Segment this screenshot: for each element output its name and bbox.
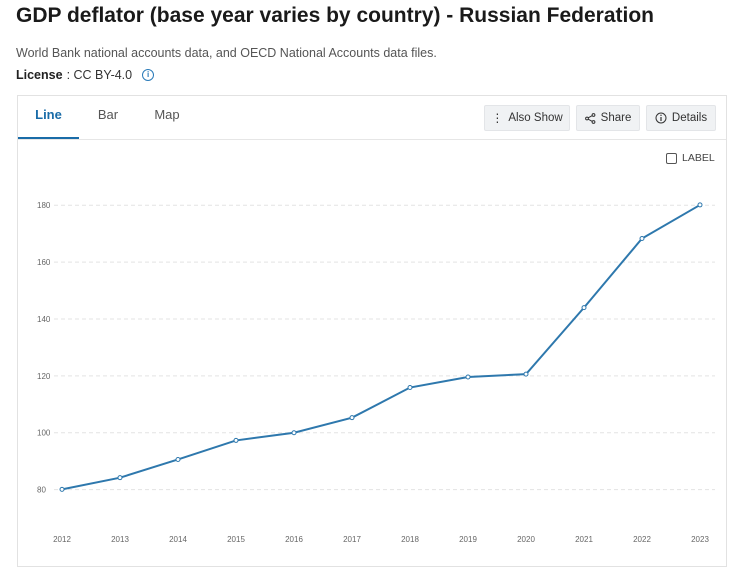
share-label: Share — [600, 112, 632, 124]
license-value: : CC BY-4.0 — [66, 68, 133, 82]
tab-line[interactable]: Line — [18, 96, 79, 139]
tab-bar[interactable]: Bar — [97, 107, 119, 122]
share-icon — [584, 112, 596, 124]
x-tick-label: 2017 — [343, 535, 361, 544]
share-button[interactable]: Share — [576, 105, 640, 131]
data-source: World Bank national accounts data, and O… — [16, 46, 437, 60]
x-tick-label: 2022 — [633, 535, 651, 544]
info-icon[interactable]: i — [142, 69, 155, 81]
details-label: Details — [671, 112, 708, 124]
y-tick-label: 160 — [37, 258, 51, 267]
y-tick-label: 120 — [37, 372, 51, 381]
license-info: License : CC BY-4.0 i — [16, 68, 155, 82]
data-point — [59, 486, 65, 492]
tab-map[interactable]: Map — [154, 107, 180, 122]
data-point — [233, 437, 239, 443]
also-show-label: Also Show — [508, 112, 563, 124]
more-vertical-icon: ⋮ — [491, 111, 504, 125]
label-toggle[interactable]: LABEL — [666, 152, 715, 164]
chart-tabs: Line Bar Map ⋮ Also Show Share Details — [18, 96, 726, 140]
data-point — [117, 475, 123, 481]
data-point — [349, 415, 355, 421]
label-toggle-text: LABEL — [682, 152, 715, 164]
data-point — [523, 371, 529, 377]
details-button[interactable]: Details — [646, 105, 716, 131]
data-point — [639, 235, 645, 241]
label-checkbox[interactable] — [666, 152, 677, 164]
x-tick-label: 2021 — [575, 535, 593, 544]
data-point — [581, 305, 587, 311]
x-tick-label: 2018 — [401, 535, 419, 544]
data-point — [465, 374, 471, 380]
y-tick-label: 100 — [37, 429, 51, 438]
x-tick-label: 2015 — [227, 535, 245, 544]
data-point — [697, 202, 703, 208]
x-tick-label: 2014 — [169, 535, 187, 544]
license-label: License — [16, 68, 63, 82]
chart-panel: Line Bar Map ⋮ Also Show Share Details — [17, 95, 727, 567]
y-tick-label: 140 — [37, 315, 51, 324]
x-tick-label: 2019 — [459, 535, 477, 544]
x-tick-label: 2013 — [111, 535, 129, 544]
x-tick-label: 2023 — [691, 535, 709, 544]
line-chart: 80 100 120 140 160 180 2012 2013 2014 2015 2016 201… — [37, 201, 715, 544]
data-point — [407, 385, 413, 391]
x-tick-label: 2020 — [517, 535, 535, 544]
y-tick-label: 180 — [37, 201, 51, 210]
y-tick-label: 80 — [37, 486, 46, 495]
series-line — [61, 204, 701, 491]
data-point — [291, 430, 297, 436]
info-circle-icon — [655, 112, 667, 124]
page-title: GDP deflator (base year varies by countr… — [16, 4, 654, 27]
x-tick-label: 2016 — [285, 535, 303, 544]
x-tick-label: 2012 — [53, 535, 71, 544]
also-show-button[interactable]: ⋮ Also Show — [484, 105, 570, 131]
data-point — [175, 456, 181, 462]
